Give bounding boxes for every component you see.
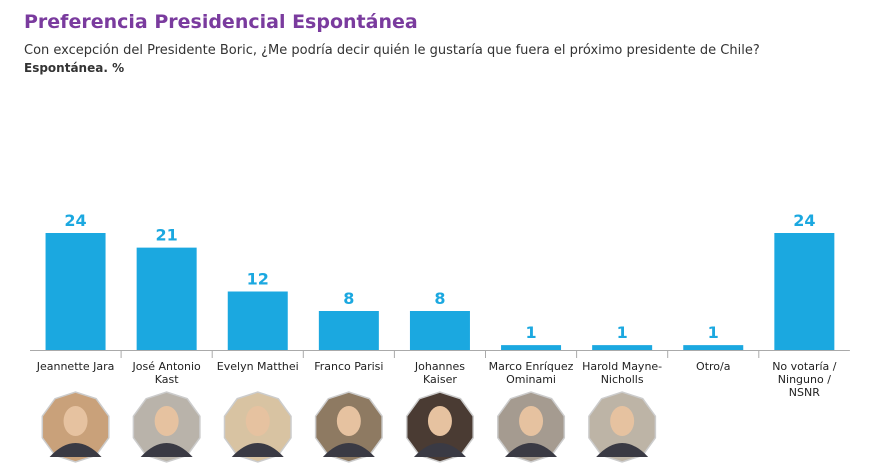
candidate-portrait	[588, 391, 657, 463]
bar	[318, 311, 379, 350]
bar	[409, 311, 470, 350]
x-tick-label: Otro/a	[696, 360, 730, 373]
x-tick-label: No votaría / Ninguno / NSNR	[772, 360, 837, 399]
bar	[227, 291, 288, 350]
candidate-portrait	[223, 391, 292, 463]
data-label: 24	[64, 211, 86, 230]
candidate-portrait	[314, 391, 383, 463]
chart-subtitle: Con excepción del Presidente Boric, ¿Me …	[24, 43, 760, 58]
data-label: 1	[708, 323, 719, 342]
x-tick-label: Evelyn Matthei	[217, 360, 299, 373]
candidate-portrait	[405, 391, 474, 463]
bar	[45, 233, 106, 350]
data-label: 8	[434, 289, 445, 308]
data-label: 8	[343, 289, 354, 308]
bar	[501, 345, 562, 350]
x-tick-label: Franco Parisi	[314, 360, 383, 373]
x-tick-label: Marco Enríquez Ominami	[489, 360, 574, 386]
bar	[774, 233, 835, 350]
data-label: 24	[793, 211, 815, 230]
candidate-portrait	[41, 391, 110, 463]
candidate-portrait	[132, 391, 201, 463]
chart-title: Preferencia Presidencial Espontánea	[24, 11, 418, 33]
x-tick-label: Johannes Kaiser	[414, 360, 465, 386]
data-label: 21	[156, 226, 178, 245]
data-label: 1	[617, 323, 628, 342]
bar	[683, 345, 744, 350]
bar	[592, 345, 653, 350]
x-tick-label: José Antonio Kast	[132, 360, 202, 386]
data-label: 12	[247, 270, 269, 289]
unit-note: Espontánea. %	[24, 61, 125, 75]
data-label: 1	[525, 323, 536, 342]
bar	[136, 247, 197, 350]
candidate-portrait	[497, 391, 566, 463]
x-tick-label: Harold Mayne-Nicholls	[582, 360, 662, 386]
x-tick-label: Jeannette Jara	[36, 360, 115, 373]
